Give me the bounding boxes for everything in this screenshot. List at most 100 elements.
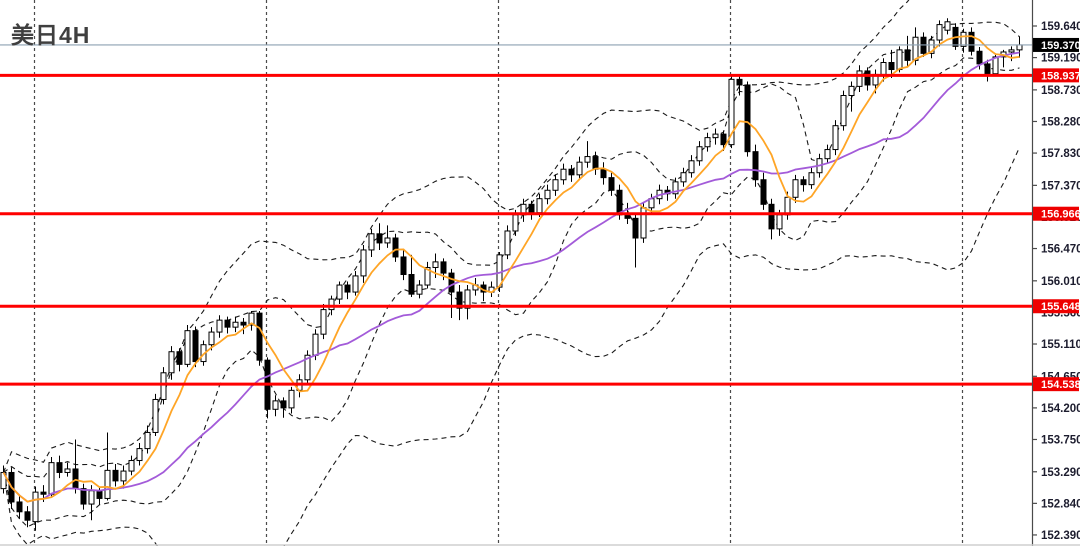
candle xyxy=(840,90,847,131)
price-tick-label: 152.390 xyxy=(1041,530,1080,542)
candle xyxy=(744,81,751,157)
candle xyxy=(288,386,295,414)
symbol-timeframe-title: 美日4H xyxy=(11,22,91,48)
candle xyxy=(968,27,975,56)
candle xyxy=(392,233,399,262)
candle xyxy=(16,495,23,519)
candle xyxy=(760,172,767,210)
candle xyxy=(336,281,343,304)
candle xyxy=(112,464,119,487)
candle xyxy=(280,397,287,418)
candle xyxy=(304,350,311,384)
candle xyxy=(928,35,935,59)
price-tick-label: 156.010 xyxy=(1041,276,1080,288)
candle xyxy=(936,20,943,47)
candle xyxy=(864,67,871,91)
price-tick-label: 153.290 xyxy=(1041,467,1080,479)
candle xyxy=(352,270,359,296)
price-tick-label: 152.840 xyxy=(1041,498,1080,510)
candle xyxy=(144,425,151,454)
level-price-badge: 154.538 xyxy=(1033,377,1080,392)
candle xyxy=(128,455,135,476)
candle xyxy=(688,155,695,178)
candle xyxy=(256,311,263,366)
candle xyxy=(632,214,639,268)
candle xyxy=(464,285,471,320)
candle xyxy=(360,245,367,283)
axis-background xyxy=(1032,0,1080,546)
price-tick-label: 153.750 xyxy=(1041,434,1080,446)
candle xyxy=(752,144,759,187)
candle xyxy=(248,311,255,331)
candle xyxy=(24,506,31,528)
candle xyxy=(320,303,327,340)
candle xyxy=(136,442,143,466)
candle xyxy=(232,316,239,333)
candle xyxy=(0,465,7,494)
candle xyxy=(176,348,183,372)
candle xyxy=(152,393,159,436)
svg-text:155.648: 155.648 xyxy=(1041,301,1080,313)
candle xyxy=(184,325,191,368)
price-tick-label: 156.470 xyxy=(1041,244,1080,256)
level-price-badge: 156.966 xyxy=(1033,206,1080,221)
candle xyxy=(216,315,223,338)
candle xyxy=(856,65,863,92)
candle xyxy=(584,141,591,168)
lower-band-line xyxy=(2,57,1020,528)
price-axis[interactable]: 159.640 159.190 158.730 158.280 157.830 157.3… xyxy=(1031,0,1080,546)
candle xyxy=(32,486,39,531)
candle xyxy=(552,174,559,196)
candle xyxy=(448,268,455,319)
candle xyxy=(944,18,951,35)
price-tick-label: 154.200 xyxy=(1041,403,1080,415)
candle xyxy=(984,59,991,82)
candle xyxy=(272,395,279,417)
moving-averages xyxy=(2,35,1020,503)
candle xyxy=(568,164,575,182)
current-price-badge: 159.370 xyxy=(1033,37,1080,52)
candle xyxy=(456,285,463,321)
svg-text:154.538: 154.538 xyxy=(1041,379,1080,391)
svg-text:158.937: 158.937 xyxy=(1041,70,1080,82)
candle xyxy=(560,163,567,185)
price-tick-label: 157.370 xyxy=(1041,180,1080,192)
candle xyxy=(848,81,855,112)
candle xyxy=(344,281,351,300)
candle xyxy=(672,177,679,199)
candle xyxy=(368,228,375,257)
candle xyxy=(160,367,167,405)
support-resistance-lines xyxy=(0,73,1032,386)
candle xyxy=(56,455,63,479)
candle xyxy=(48,457,55,498)
candle xyxy=(768,198,775,240)
candle xyxy=(424,261,431,289)
price-tick-label: 158.280 xyxy=(1041,116,1080,128)
candle xyxy=(696,141,703,166)
candle xyxy=(168,346,175,380)
svg-text:159.370: 159.370 xyxy=(1041,40,1080,52)
candle xyxy=(264,357,271,419)
candle xyxy=(608,172,615,196)
fast-ma-line xyxy=(2,35,1020,503)
level-price-badge: 158.937 xyxy=(1033,68,1080,83)
candle xyxy=(792,174,799,203)
candle xyxy=(704,132,711,152)
candle xyxy=(808,167,815,189)
candle xyxy=(736,76,743,96)
candle xyxy=(416,280,423,299)
candle xyxy=(728,74,735,149)
candle xyxy=(240,318,247,335)
candle xyxy=(680,167,687,187)
candle xyxy=(544,184,551,205)
candle xyxy=(384,225,391,248)
price-tick-label: 159.190 xyxy=(1041,53,1080,65)
candle xyxy=(800,176,807,192)
candle xyxy=(408,254,415,297)
candle xyxy=(832,120,839,156)
candle xyxy=(576,156,583,180)
